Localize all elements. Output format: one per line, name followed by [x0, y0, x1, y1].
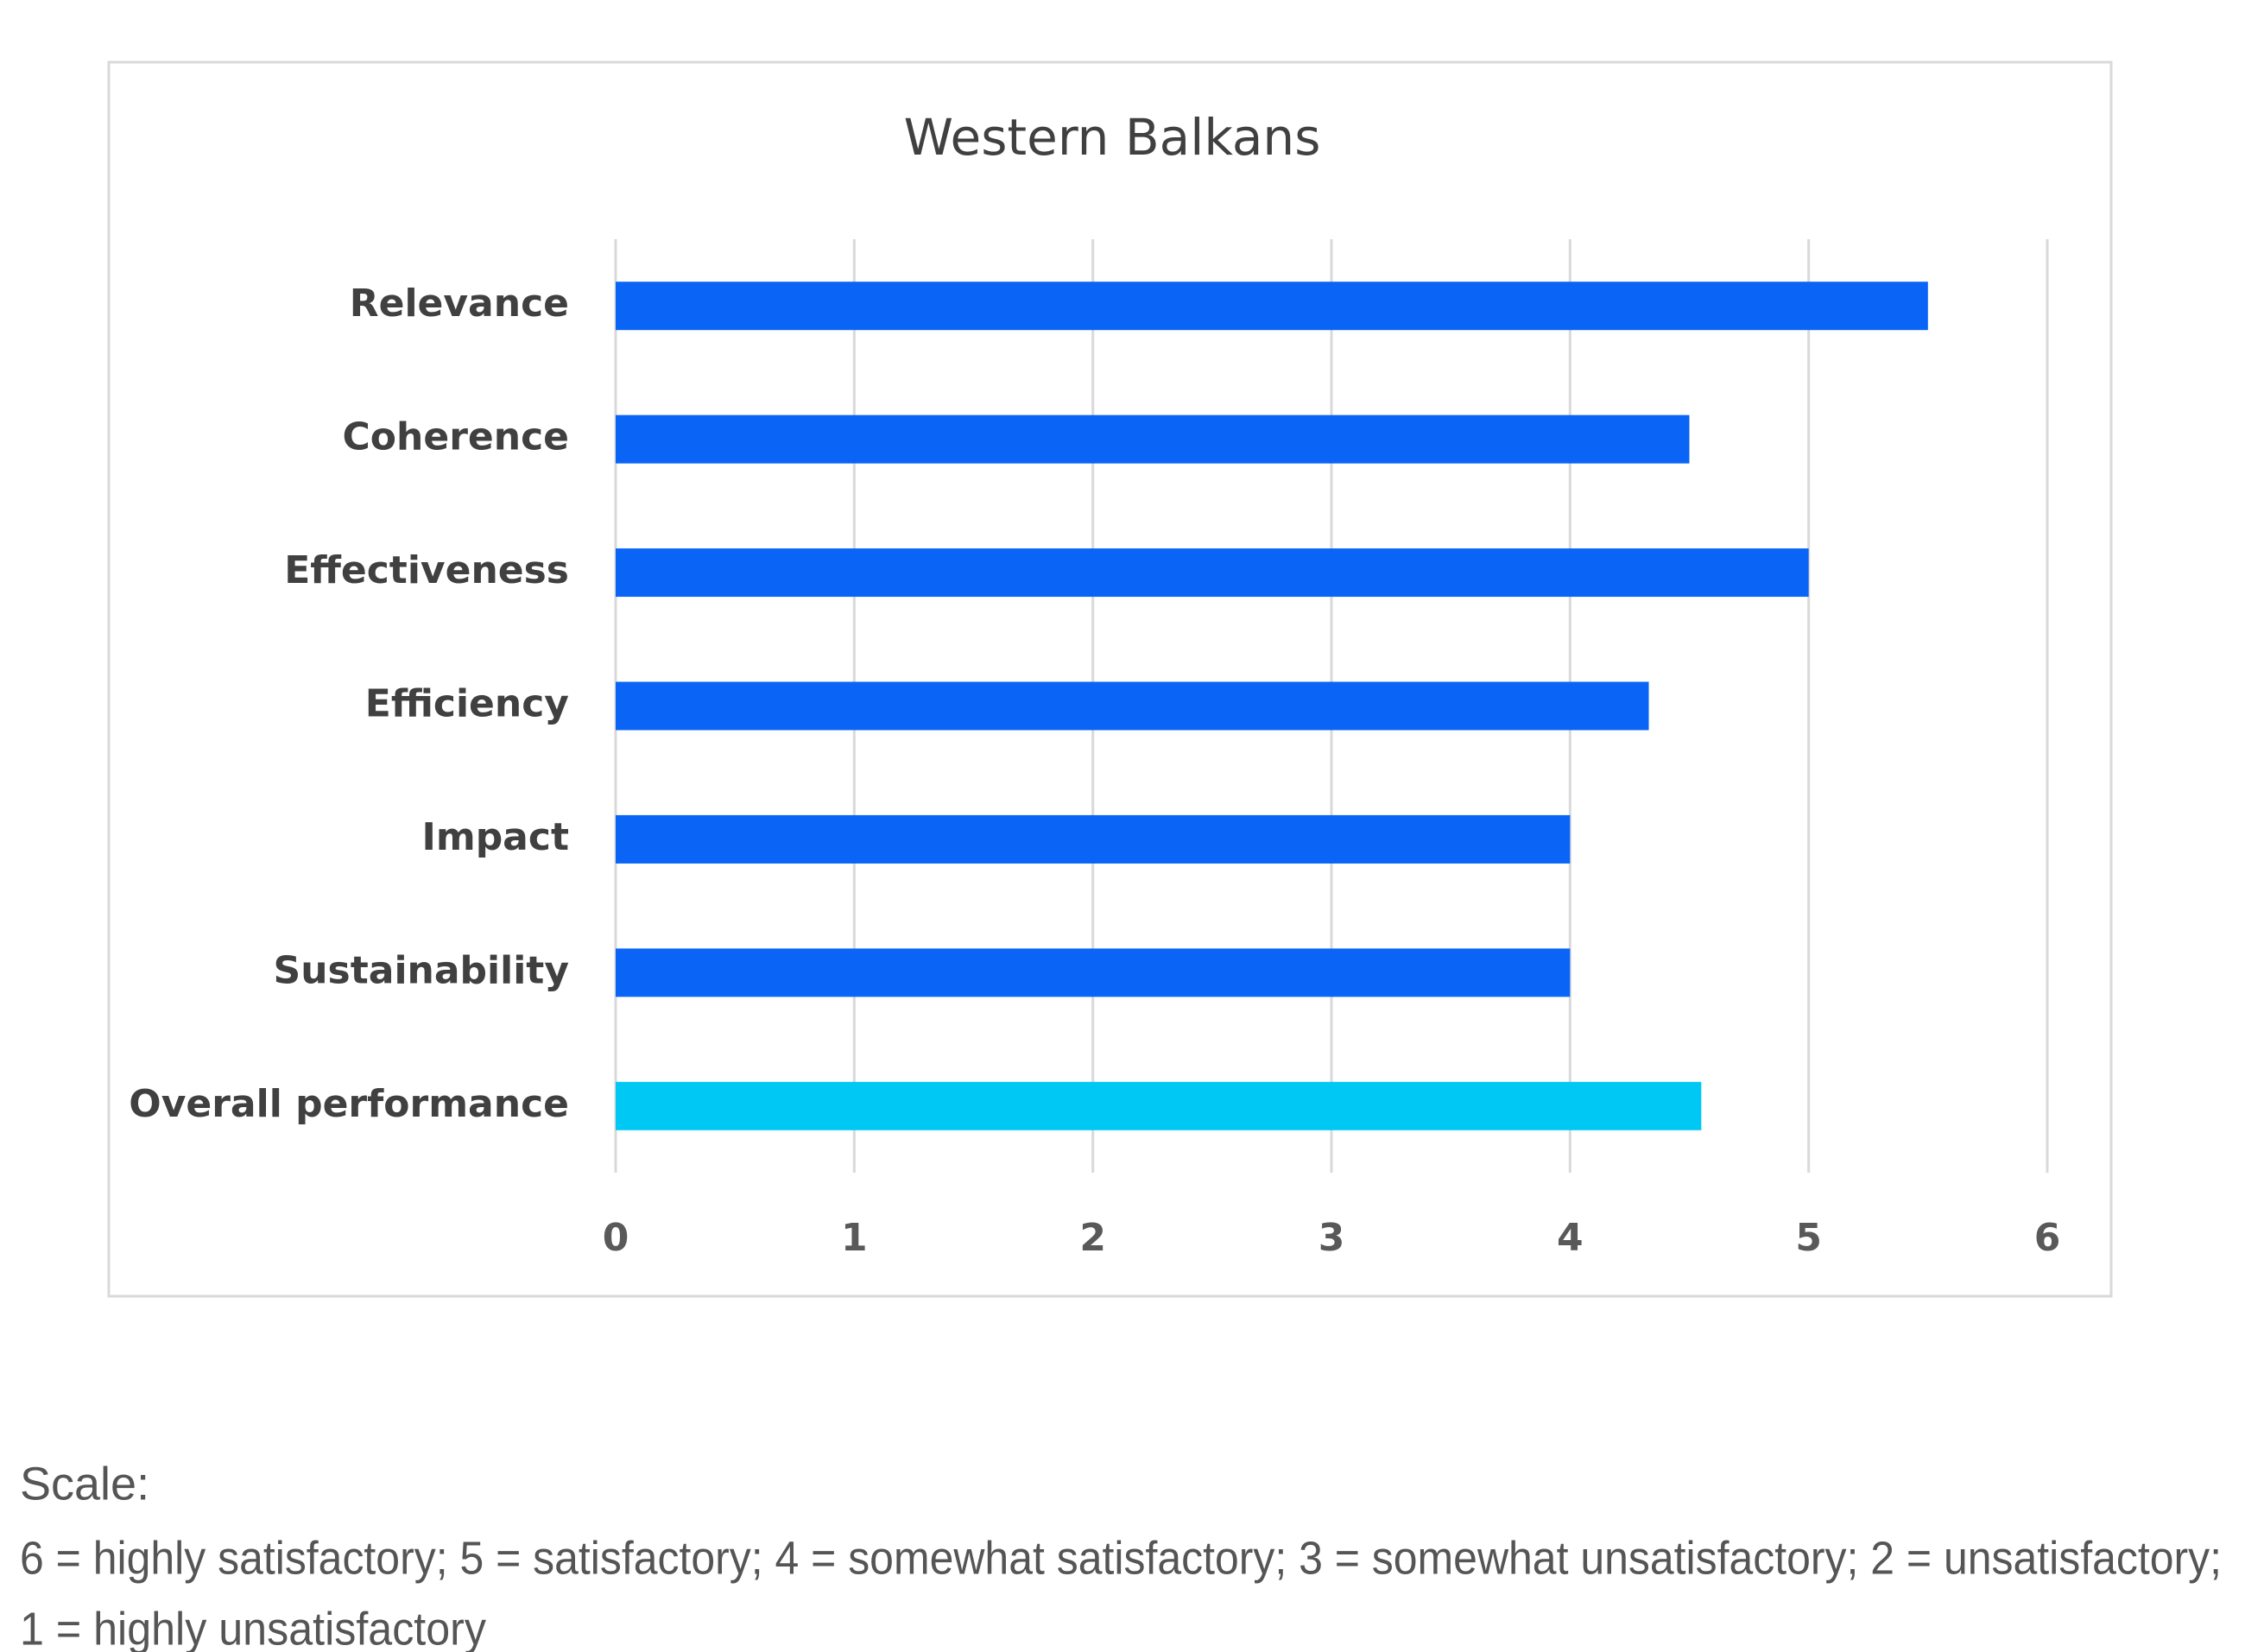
y-tick-label: Sustainability	[274, 948, 569, 992]
scale-note: Scale:	[20, 1458, 149, 1510]
x-tick-label: 1	[841, 1216, 868, 1260]
y-tick-label: Relevance	[350, 282, 569, 326]
bar	[616, 548, 1809, 598]
chart-title: Western Balkans	[904, 108, 1321, 167]
bar	[616, 282, 1928, 331]
y-tick-label: Effectiveness	[284, 548, 569, 592]
x-tick-label: 0	[603, 1216, 629, 1260]
x-tick-label: 4	[1557, 1216, 1584, 1260]
x-tick-label: 6	[2034, 1216, 2061, 1260]
bar	[616, 415, 1690, 464]
x-tick-label: 3	[1319, 1216, 1345, 1260]
bar	[616, 948, 1571, 997]
y-tick-label: Impact	[421, 815, 569, 859]
scale-note: 1 = highly unsatisfactory	[20, 1603, 486, 1652]
y-tick-label: Efficiency	[365, 682, 569, 726]
scale-note: 6 = highly satisfactory; 5 = satisfactor…	[20, 1532, 2222, 1584]
x-tick-label: 5	[1795, 1216, 1822, 1260]
x-tick-label: 2	[1079, 1216, 1106, 1260]
bar	[616, 1081, 1702, 1130]
bar	[616, 681, 1649, 731]
bar	[616, 814, 1571, 864]
y-tick-label: Coherence	[343, 415, 569, 459]
y-tick-label: Overall performance	[129, 1082, 569, 1126]
